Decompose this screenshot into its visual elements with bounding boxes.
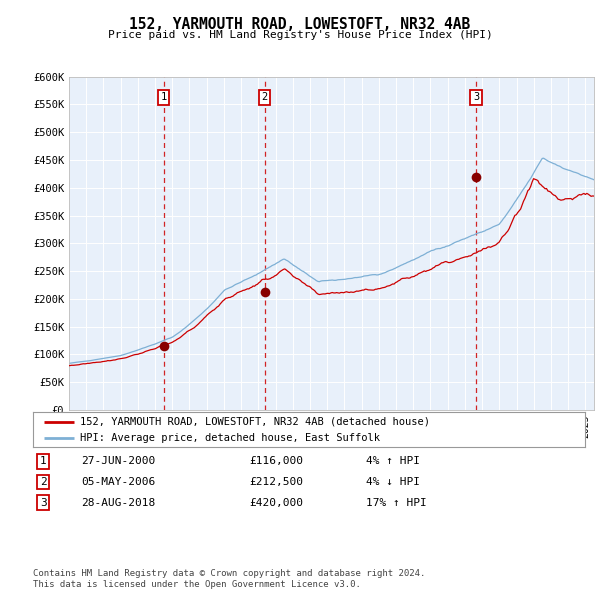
Text: 05-MAY-2006: 05-MAY-2006 [81, 477, 155, 487]
Text: 2: 2 [40, 477, 47, 487]
Text: £420,000: £420,000 [249, 498, 303, 507]
Text: HPI: Average price, detached house, East Suffolk: HPI: Average price, detached house, East… [80, 433, 380, 443]
Text: 152, YARMOUTH ROAD, LOWESTOFT, NR32 4AB (detached house): 152, YARMOUTH ROAD, LOWESTOFT, NR32 4AB … [80, 417, 430, 427]
Text: Price paid vs. HM Land Registry's House Price Index (HPI): Price paid vs. HM Land Registry's House … [107, 30, 493, 40]
Text: £212,500: £212,500 [249, 477, 303, 487]
Text: 28-AUG-2018: 28-AUG-2018 [81, 498, 155, 507]
Text: 17% ↑ HPI: 17% ↑ HPI [366, 498, 427, 507]
Text: Contains HM Land Registry data © Crown copyright and database right 2024.
This d: Contains HM Land Registry data © Crown c… [33, 569, 425, 589]
Text: 4% ↑ HPI: 4% ↑ HPI [366, 457, 420, 466]
Text: 1: 1 [40, 457, 47, 466]
Text: 3: 3 [473, 92, 479, 102]
Text: 3: 3 [40, 498, 47, 507]
Text: 4% ↓ HPI: 4% ↓ HPI [366, 477, 420, 487]
Text: 27-JUN-2000: 27-JUN-2000 [81, 457, 155, 466]
Text: 1: 1 [160, 92, 167, 102]
Text: 2: 2 [262, 92, 268, 102]
Text: £116,000: £116,000 [249, 457, 303, 466]
Text: 152, YARMOUTH ROAD, LOWESTOFT, NR32 4AB: 152, YARMOUTH ROAD, LOWESTOFT, NR32 4AB [130, 17, 470, 31]
